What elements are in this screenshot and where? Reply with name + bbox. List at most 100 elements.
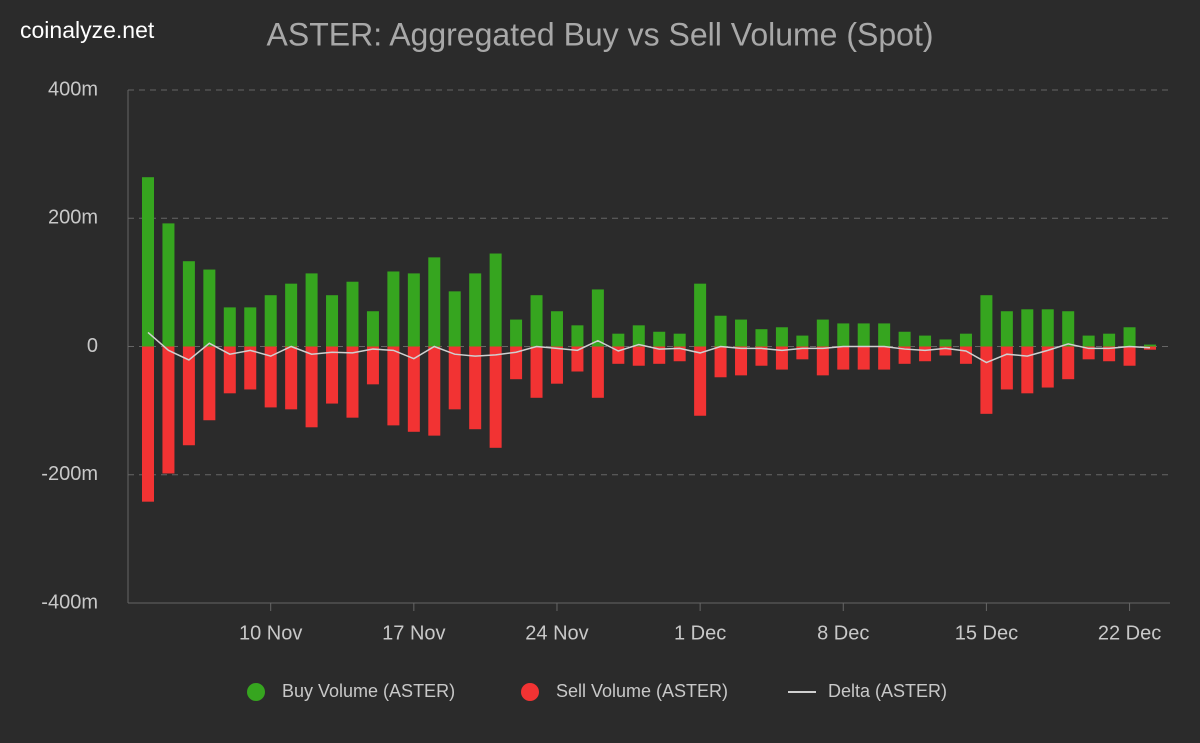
- bar: [919, 335, 932, 347]
- bar: [550, 311, 563, 347]
- bar: [510, 319, 523, 347]
- legend-label: Delta (ASTER): [828, 681, 947, 701]
- bar: [305, 273, 318, 347]
- bar: [142, 177, 154, 347]
- bar: [939, 346, 952, 356]
- bar: [1021, 346, 1034, 394]
- bar: [714, 315, 727, 347]
- bar: [571, 325, 584, 347]
- bar: [980, 295, 993, 347]
- bar: [796, 335, 809, 347]
- bar: [182, 261, 195, 347]
- bar: [223, 307, 236, 347]
- bar: [326, 346, 339, 404]
- bar: [264, 295, 277, 347]
- bar: [653, 331, 666, 347]
- brand: coinalyze.net: [20, 17, 155, 43]
- bar: [816, 319, 829, 347]
- bar: [428, 346, 441, 436]
- bar: [1000, 311, 1013, 347]
- x-tick-label: 1 Dec: [674, 622, 726, 644]
- bar: [632, 325, 645, 347]
- x-tick-label: 10 Nov: [239, 622, 302, 644]
- bar: [1082, 335, 1095, 347]
- bar: [203, 346, 216, 421]
- bar: [366, 346, 379, 385]
- y-tick-label: 400m: [48, 78, 98, 100]
- bar: [162, 223, 175, 347]
- y-tick-label: 200m: [48, 207, 98, 229]
- bar: [510, 346, 523, 380]
- bar: [1123, 346, 1136, 366]
- bar: [1144, 346, 1156, 350]
- bar: [857, 323, 870, 347]
- bar: [591, 289, 604, 347]
- x-tick-label: 24 Nov: [525, 622, 588, 644]
- bar: [428, 257, 441, 347]
- bar: [857, 346, 870, 370]
- bar: [816, 346, 829, 376]
- bar: [448, 291, 461, 347]
- bar: [469, 273, 482, 347]
- bar: [673, 346, 686, 362]
- bar: [653, 346, 666, 364]
- bar: [244, 346, 257, 390]
- bar: [407, 273, 420, 347]
- bar: [796, 346, 809, 360]
- bar: [1062, 346, 1075, 380]
- delta-line: [147, 331, 1151, 364]
- bar: [285, 283, 298, 347]
- bar: [775, 346, 788, 370]
- bar: [326, 295, 339, 347]
- bar: [550, 346, 563, 384]
- bar: [387, 346, 400, 426]
- bar: [714, 346, 727, 378]
- bar: [1021, 309, 1034, 347]
- bar: [571, 346, 584, 372]
- bar: [285, 346, 298, 410]
- chart-title: ASTER: Aggregated Buy vs Sell Volume (Sp…: [267, 16, 934, 52]
- bar: [1062, 311, 1075, 347]
- bar: [142, 346, 154, 502]
- bar: [612, 333, 625, 347]
- bar: [407, 346, 420, 432]
- legend-label: Sell Volume (ASTER): [556, 681, 728, 701]
- bar: [755, 329, 768, 347]
- bar: [735, 319, 748, 347]
- legend-swatch: [521, 683, 539, 701]
- bar: [346, 281, 359, 347]
- bar: [346, 346, 359, 418]
- bar: [898, 331, 911, 347]
- bar: [264, 346, 277, 408]
- bar: [837, 346, 850, 370]
- bar: [366, 311, 379, 347]
- bar: [1000, 346, 1013, 390]
- y-tick-label: -400m: [41, 591, 98, 613]
- bar: [1103, 333, 1116, 347]
- bar: [980, 346, 993, 414]
- x-tick-label: 15 Dec: [955, 622, 1018, 644]
- bar: [448, 346, 461, 410]
- bar: [755, 346, 768, 366]
- y-tick-label: -200m: [41, 463, 98, 485]
- bar: [673, 333, 686, 347]
- bar: [489, 346, 502, 448]
- bar: [1144, 344, 1156, 347]
- bar: [694, 283, 707, 347]
- bar: [162, 346, 175, 474]
- bar: [530, 295, 543, 347]
- bar: [959, 346, 972, 364]
- x-tick-label: 8 Dec: [817, 622, 869, 644]
- legend-swatch: [247, 683, 265, 701]
- legend-label: Buy Volume (ASTER): [282, 681, 455, 701]
- x-tick-label: 22 Dec: [1098, 622, 1161, 644]
- bar: [182, 346, 195, 446]
- bar: [775, 327, 788, 347]
- bar: [387, 271, 400, 347]
- bar: [244, 307, 257, 347]
- bar: [1082, 346, 1095, 360]
- bar: [878, 346, 891, 370]
- bar: [530, 346, 543, 398]
- bar: [878, 323, 891, 347]
